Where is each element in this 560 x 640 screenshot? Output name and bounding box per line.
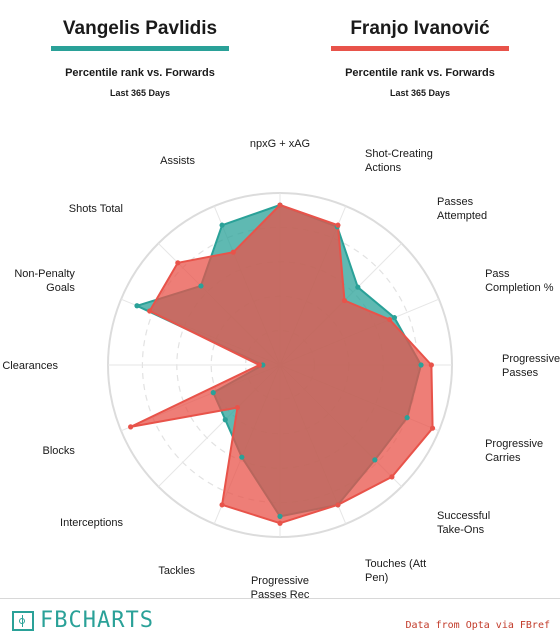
axis-label-5: Progressive Carries	[485, 438, 543, 464]
axis-label-9: Tackles	[158, 565, 195, 577]
series-1-point-8	[277, 520, 283, 526]
series-0-point-9	[239, 454, 245, 460]
series-1-point-6	[389, 474, 395, 480]
series-0-point-3	[391, 315, 398, 321]
series-1-point-5	[429, 425, 436, 431]
series-0-point-2	[355, 284, 361, 290]
series-0-point-11	[210, 390, 216, 396]
series-0-point-6	[372, 457, 378, 463]
player-left-header: Vangelis Pavlidis Percentile rank vs. Fo…	[40, 18, 240, 98]
series-1-point-14	[175, 260, 181, 266]
player-right-subtitle: Percentile rank vs. Forwards	[345, 67, 495, 79]
series-0-point-4	[418, 362, 424, 368]
series-1-point-10	[234, 404, 241, 411]
series-1-point-4	[428, 362, 434, 368]
series-1-point-9	[219, 502, 225, 508]
series-1-point-7	[335, 502, 341, 508]
axis-label-13: Non-Penalty Goals	[14, 268, 75, 294]
axis-label-12: Clearances	[2, 360, 58, 372]
player-right-name: Franjo Ivanović	[350, 18, 490, 39]
axis-label-6: Successful Take-Ons	[437, 510, 490, 536]
series-1-point-1	[335, 222, 341, 228]
series-1-point-15	[230, 249, 236, 255]
player-left-subtitle: Percentile rank vs. Forwards	[65, 67, 215, 79]
series-1-point-13	[147, 308, 153, 314]
player-right-header: Franjo Ivanović Percentile rank vs. Forw…	[320, 18, 520, 98]
series-0-point-5	[404, 415, 410, 421]
axis-label-4: Progressive Passes	[502, 353, 560, 379]
axis-label-10: Interceptions	[60, 517, 123, 529]
player-left-color-bar	[51, 46, 229, 51]
axis-label-8: Progressive Passes Rec	[251, 575, 310, 600]
series-1-point-11	[128, 424, 134, 430]
fbcharts-logo: FBCHARTS	[12, 608, 154, 633]
series-0-point-13	[134, 303, 140, 309]
logo-text: FBCHARTS	[40, 608, 154, 633]
axis-label-7: Touches (Att Pen)	[365, 558, 426, 584]
series-1-point-3	[387, 316, 393, 323]
player-left-period: Last 365 Days	[109, 88, 171, 98]
axis-label-2: Passes Attempted	[437, 196, 487, 222]
series-0-point-15	[219, 222, 225, 228]
series-1-point-0	[277, 202, 283, 208]
series-0-point-14	[198, 283, 204, 289]
axis-label-11: Blocks	[42, 445, 75, 457]
axis-label-1: Shot-Creating Actions	[365, 148, 433, 174]
series-area-1	[129, 204, 434, 525]
axis-label-3: Pass Completion %	[485, 268, 554, 294]
player-left-name: Vangelis Pavlidis	[62, 18, 218, 39]
series-1-point-12	[256, 362, 262, 368]
series-1-point-2	[341, 297, 348, 304]
series-0-point-10	[222, 417, 228, 423]
series-0-point-8	[277, 513, 283, 519]
footer-divider	[0, 598, 560, 599]
axis-label-0: npxG + xAG	[250, 138, 310, 150]
axis-label-14: Shots Total	[69, 203, 123, 215]
axis-label-15: Assists	[160, 155, 195, 167]
data-source: Data from Opta via FBref	[405, 620, 551, 631]
pitch-icon	[12, 610, 34, 631]
player-right-color-bar	[331, 46, 509, 51]
player-right-period: Last 365 Days	[389, 88, 451, 98]
